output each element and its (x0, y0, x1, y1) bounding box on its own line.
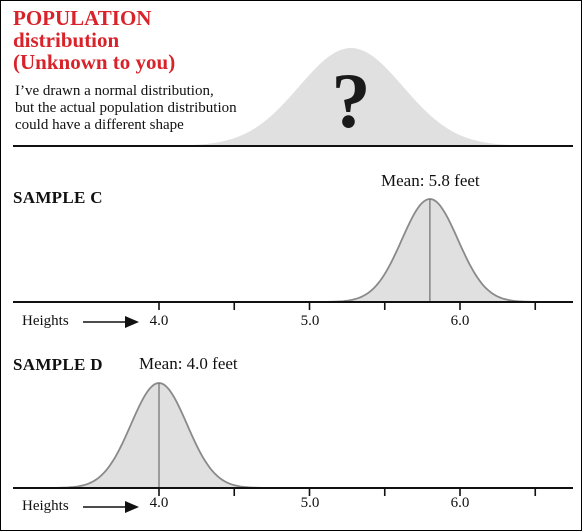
population-title-line: POPULATION (13, 6, 152, 30)
sample-c-label: SAMPLE C (13, 188, 103, 207)
population-title: POPULATION distribution (Unknown to you) (13, 7, 175, 73)
sample-c-tick-label: 5.0 (300, 313, 320, 329)
sample-d-label: SAMPLE D (13, 355, 103, 374)
sample-c-ticks (158, 302, 537, 310)
population-note-line: but the actual population distribution (15, 100, 237, 116)
sample-d-mean-text: Mean: 4.0 feet (139, 354, 238, 373)
population-title-line: (Unknown to you) (13, 50, 176, 74)
sample-d-arrow (83, 501, 139, 513)
sample-c-arrow (83, 316, 139, 328)
sample-d-tick-label: 6.0 (450, 495, 470, 511)
sample-c-mean-text: Mean: 5.8 feet (381, 171, 480, 190)
sample-d-ticks (158, 488, 537, 496)
population-curve (161, 48, 561, 146)
population-note-line: I’ve drawn a normal distribution, (15, 83, 214, 99)
question-mark: ? (332, 57, 371, 144)
sample-d-axis-name: Heights (22, 498, 69, 514)
sample-d-tick-label: 4.0 (149, 495, 169, 511)
population-note: I’ve drawn a normal distribution, but th… (15, 83, 285, 134)
population-title-line: distribution (13, 28, 120, 52)
sample-c-tick-label: 6.0 (450, 313, 470, 329)
sample-c-axis-name: Heights (22, 313, 69, 329)
sample-d-tick-label: 5.0 (300, 495, 320, 511)
population-note-line: could have a different shape (15, 117, 184, 133)
sample-c-tick-label: 4.0 (149, 313, 169, 329)
